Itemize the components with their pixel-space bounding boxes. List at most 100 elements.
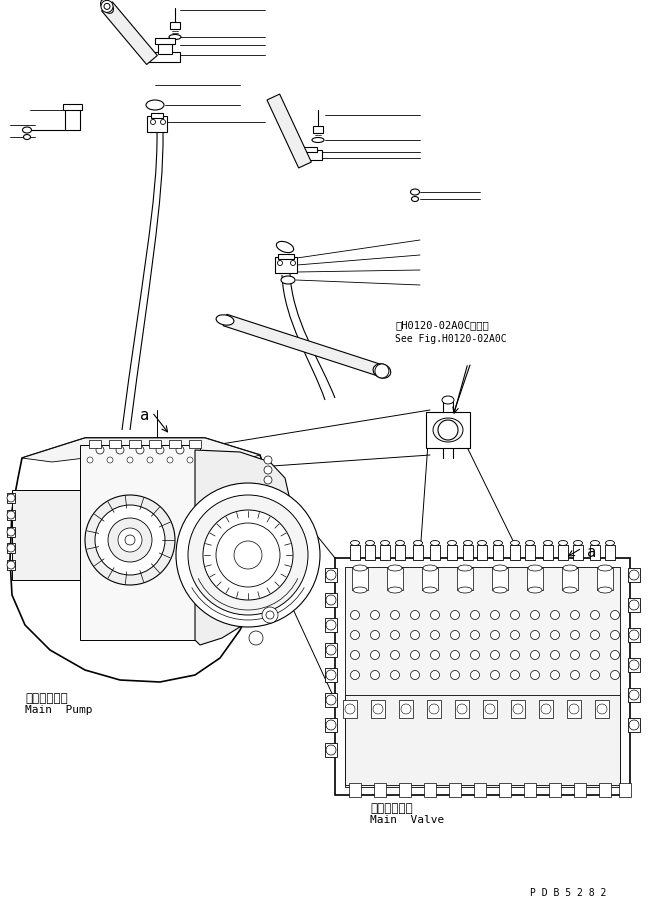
Circle shape xyxy=(471,670,480,679)
Circle shape xyxy=(101,0,113,13)
Circle shape xyxy=(610,630,619,639)
Circle shape xyxy=(370,630,380,639)
Bar xyxy=(457,568,473,590)
Circle shape xyxy=(485,704,495,714)
Bar xyxy=(477,545,487,560)
Circle shape xyxy=(391,650,400,659)
Ellipse shape xyxy=(442,396,454,404)
Circle shape xyxy=(450,670,460,679)
Bar xyxy=(447,545,457,560)
Circle shape xyxy=(266,611,274,619)
Bar xyxy=(352,568,368,590)
Ellipse shape xyxy=(528,565,542,571)
Circle shape xyxy=(95,505,165,575)
Circle shape xyxy=(7,511,15,519)
Bar xyxy=(189,440,201,448)
Bar xyxy=(7,527,15,537)
Bar xyxy=(628,628,640,642)
Circle shape xyxy=(350,650,359,659)
Ellipse shape xyxy=(528,587,542,593)
Bar xyxy=(543,545,553,560)
Bar xyxy=(628,688,640,702)
Bar xyxy=(590,545,600,560)
Circle shape xyxy=(629,690,639,700)
Circle shape xyxy=(391,670,400,679)
Circle shape xyxy=(471,630,480,639)
Bar xyxy=(499,783,511,797)
Bar xyxy=(493,545,503,560)
Circle shape xyxy=(530,670,540,679)
Ellipse shape xyxy=(563,565,577,571)
Bar xyxy=(413,545,423,560)
Bar xyxy=(399,783,411,797)
Circle shape xyxy=(530,630,540,639)
Circle shape xyxy=(127,457,133,463)
Ellipse shape xyxy=(23,134,31,140)
Ellipse shape xyxy=(23,127,31,133)
Circle shape xyxy=(629,570,639,580)
Bar xyxy=(325,618,337,632)
Circle shape xyxy=(610,650,619,659)
Polygon shape xyxy=(223,315,384,376)
Text: a: a xyxy=(587,545,596,560)
Bar xyxy=(7,560,15,570)
Circle shape xyxy=(491,610,499,619)
Circle shape xyxy=(510,670,519,679)
Ellipse shape xyxy=(573,541,582,545)
Circle shape xyxy=(510,650,519,659)
Bar xyxy=(109,440,121,448)
Bar xyxy=(374,783,386,797)
Circle shape xyxy=(7,528,15,536)
Bar xyxy=(510,545,520,560)
Ellipse shape xyxy=(281,276,295,284)
Circle shape xyxy=(571,610,580,619)
Ellipse shape xyxy=(312,138,324,142)
Ellipse shape xyxy=(216,315,234,326)
Circle shape xyxy=(264,466,272,474)
Bar xyxy=(574,783,586,797)
Circle shape xyxy=(541,704,551,714)
Bar xyxy=(7,493,15,503)
Circle shape xyxy=(326,620,336,630)
Ellipse shape xyxy=(525,541,534,545)
Bar xyxy=(7,510,15,520)
Ellipse shape xyxy=(146,100,164,110)
Circle shape xyxy=(375,364,389,378)
Bar xyxy=(492,568,508,590)
Bar xyxy=(426,412,470,448)
Circle shape xyxy=(530,610,540,619)
Circle shape xyxy=(530,650,540,659)
Bar xyxy=(597,568,613,590)
Bar xyxy=(395,545,405,560)
Circle shape xyxy=(590,650,599,659)
Bar xyxy=(148,52,180,62)
Circle shape xyxy=(430,610,439,619)
Ellipse shape xyxy=(558,541,567,545)
Ellipse shape xyxy=(493,587,507,593)
Bar xyxy=(325,693,337,707)
Circle shape xyxy=(571,670,580,679)
Bar xyxy=(151,113,163,118)
Bar xyxy=(65,108,80,130)
Circle shape xyxy=(411,610,419,619)
Bar xyxy=(524,783,536,797)
Bar xyxy=(325,593,337,607)
Circle shape xyxy=(96,446,104,454)
Polygon shape xyxy=(267,94,311,168)
Bar xyxy=(325,743,337,757)
Circle shape xyxy=(471,650,480,659)
Bar xyxy=(89,440,101,448)
Bar xyxy=(345,567,620,787)
Bar xyxy=(599,783,611,797)
Bar xyxy=(562,568,578,590)
Bar xyxy=(349,783,361,797)
Ellipse shape xyxy=(365,541,374,545)
Circle shape xyxy=(450,610,460,619)
Polygon shape xyxy=(80,445,200,640)
Circle shape xyxy=(176,446,184,454)
Bar xyxy=(155,38,175,44)
Circle shape xyxy=(326,570,336,580)
Ellipse shape xyxy=(598,565,612,571)
Circle shape xyxy=(291,260,296,266)
Bar xyxy=(63,104,82,110)
